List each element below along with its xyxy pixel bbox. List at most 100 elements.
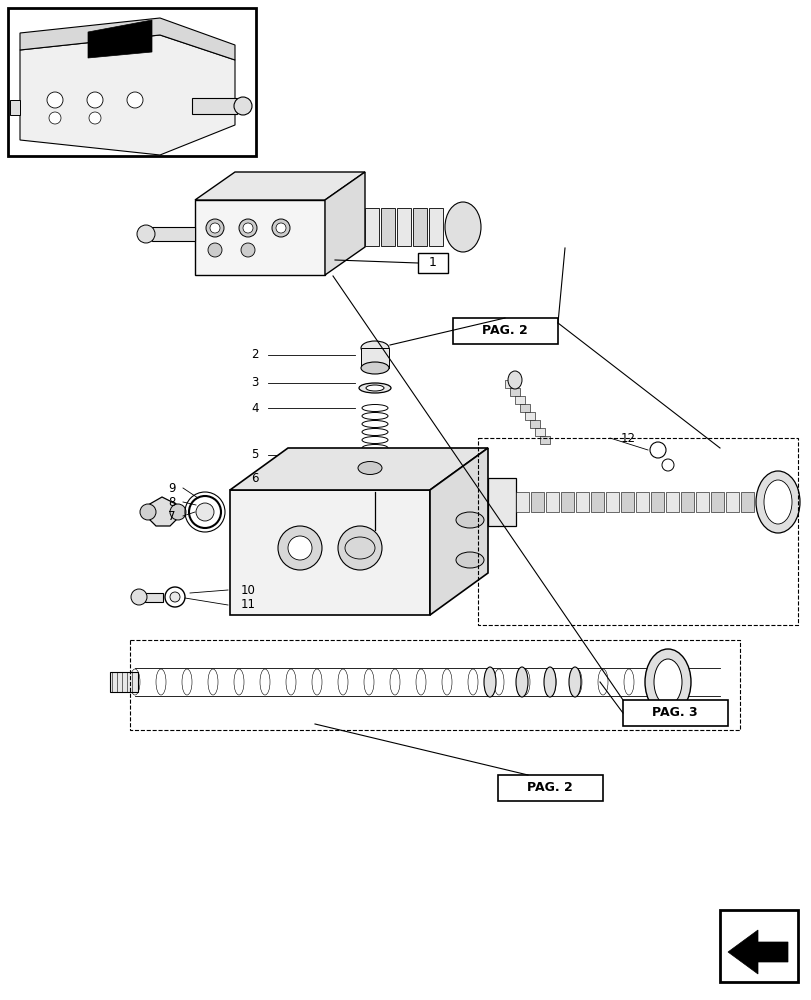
Circle shape xyxy=(49,112,61,124)
Circle shape xyxy=(288,536,311,560)
Ellipse shape xyxy=(644,649,690,715)
Ellipse shape xyxy=(358,383,391,393)
Bar xyxy=(509,388,519,396)
Text: 9: 9 xyxy=(168,482,175,494)
Bar xyxy=(530,492,543,512)
Bar xyxy=(478,438,797,625)
Bar xyxy=(152,227,195,241)
Circle shape xyxy=(169,592,180,602)
Bar xyxy=(622,700,727,726)
Circle shape xyxy=(238,219,257,237)
Circle shape xyxy=(242,223,253,233)
Polygon shape xyxy=(359,468,390,492)
Bar xyxy=(453,318,557,344)
Bar xyxy=(515,492,528,512)
Ellipse shape xyxy=(370,477,380,484)
Bar xyxy=(680,492,693,512)
Text: 8: 8 xyxy=(168,495,175,508)
Text: 1: 1 xyxy=(428,256,436,269)
Ellipse shape xyxy=(358,462,381,475)
Bar xyxy=(575,492,588,512)
Bar xyxy=(665,492,678,512)
Text: 6: 6 xyxy=(251,472,259,485)
Bar xyxy=(497,775,603,801)
Circle shape xyxy=(337,526,381,570)
Circle shape xyxy=(210,223,220,233)
Bar xyxy=(504,380,514,388)
Bar xyxy=(380,208,394,246)
Bar xyxy=(525,412,534,420)
Circle shape xyxy=(89,112,101,124)
Circle shape xyxy=(241,243,255,257)
Bar xyxy=(519,404,530,412)
Bar xyxy=(8,8,255,156)
Bar xyxy=(514,396,525,404)
Bar xyxy=(145,593,163,602)
Bar xyxy=(195,200,324,275)
Ellipse shape xyxy=(569,667,581,697)
Bar xyxy=(590,492,603,512)
Bar xyxy=(710,492,723,512)
Ellipse shape xyxy=(508,371,521,389)
Text: 10: 10 xyxy=(240,584,255,596)
Bar xyxy=(534,428,544,436)
Circle shape xyxy=(47,92,63,108)
Ellipse shape xyxy=(367,457,381,463)
Bar xyxy=(719,910,797,982)
Text: 7: 7 xyxy=(168,510,175,522)
Circle shape xyxy=(137,225,155,243)
Bar xyxy=(725,492,738,512)
Text: 4: 4 xyxy=(251,401,259,414)
Circle shape xyxy=(276,223,285,233)
Circle shape xyxy=(127,92,143,108)
Bar xyxy=(605,492,618,512)
Bar xyxy=(635,492,648,512)
Bar xyxy=(695,492,708,512)
Bar xyxy=(620,492,633,512)
Text: PAG. 3: PAG. 3 xyxy=(651,706,697,720)
Ellipse shape xyxy=(653,659,681,705)
Bar xyxy=(365,208,379,246)
Polygon shape xyxy=(10,100,20,115)
Ellipse shape xyxy=(456,552,483,568)
Text: 11: 11 xyxy=(240,598,255,611)
Polygon shape xyxy=(20,18,234,60)
Text: PAG. 2: PAG. 2 xyxy=(526,781,573,794)
Circle shape xyxy=(131,589,147,605)
Circle shape xyxy=(169,504,186,520)
Ellipse shape xyxy=(456,512,483,528)
Ellipse shape xyxy=(444,202,480,252)
Bar xyxy=(361,348,388,368)
Polygon shape xyxy=(324,172,365,275)
Polygon shape xyxy=(195,172,365,200)
Polygon shape xyxy=(430,448,487,615)
Bar xyxy=(191,98,237,114)
Text: 5: 5 xyxy=(251,448,259,462)
Circle shape xyxy=(195,503,214,521)
Bar xyxy=(530,420,539,428)
Ellipse shape xyxy=(483,667,496,697)
Bar xyxy=(650,492,663,512)
Circle shape xyxy=(87,92,103,108)
Bar xyxy=(418,253,448,273)
Text: 12: 12 xyxy=(620,432,635,444)
Circle shape xyxy=(208,243,221,257)
Circle shape xyxy=(234,97,251,115)
Bar xyxy=(560,492,573,512)
Text: 2: 2 xyxy=(251,349,259,361)
Polygon shape xyxy=(727,930,787,974)
Polygon shape xyxy=(230,448,487,490)
Bar xyxy=(545,492,558,512)
Bar xyxy=(397,208,410,246)
Circle shape xyxy=(139,504,156,520)
Circle shape xyxy=(206,219,224,237)
Bar xyxy=(130,640,739,730)
Circle shape xyxy=(277,526,322,570)
Polygon shape xyxy=(20,35,234,155)
Ellipse shape xyxy=(755,471,799,533)
Text: 3: 3 xyxy=(251,376,259,389)
Polygon shape xyxy=(88,20,152,58)
Ellipse shape xyxy=(361,455,388,465)
Text: PAG. 2: PAG. 2 xyxy=(482,324,527,338)
Bar xyxy=(539,436,549,444)
